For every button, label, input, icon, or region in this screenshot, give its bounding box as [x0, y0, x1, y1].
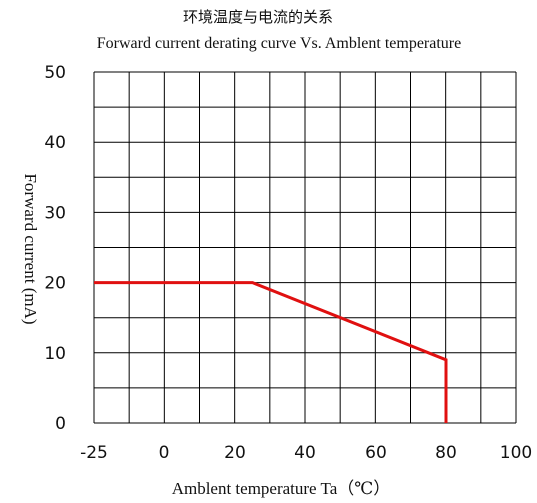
- x-tick-label: 80: [435, 443, 457, 463]
- x-tick-label: 20: [224, 443, 246, 463]
- chart-title: 环境温度与电流的关系: [183, 8, 333, 26]
- y-tick-labels: 0 10 20 30 40 50: [44, 63, 66, 434]
- x-tick-labels: -25 0 20 40 60 80 100: [80, 443, 532, 463]
- x-tick-label: 60: [365, 443, 387, 463]
- y-tick-label: 30: [44, 203, 66, 223]
- plot-grid: [93, 71, 517, 424]
- y-axis-label: Forward current (mA): [21, 173, 40, 324]
- x-tick-label: 40: [294, 443, 316, 463]
- series-lines: [94, 281, 448, 423]
- y-tick-label: 20: [44, 274, 66, 294]
- y-tick-label: 0: [55, 414, 66, 434]
- chart-subtitle: Forward current derating curve Vs. Amble…: [97, 35, 461, 52]
- x-tick-label: 100: [500, 443, 532, 463]
- derating-curve: [94, 281, 448, 423]
- y-tick-label: 10: [44, 344, 66, 364]
- y-tick-label: 40: [44, 133, 66, 153]
- x-tick-label: -25: [80, 443, 108, 463]
- x-tick-label: 0: [159, 443, 170, 463]
- y-tick-label: 50: [44, 63, 66, 83]
- x-axis-label: Amblent temperature Ta（℃）: [172, 479, 391, 498]
